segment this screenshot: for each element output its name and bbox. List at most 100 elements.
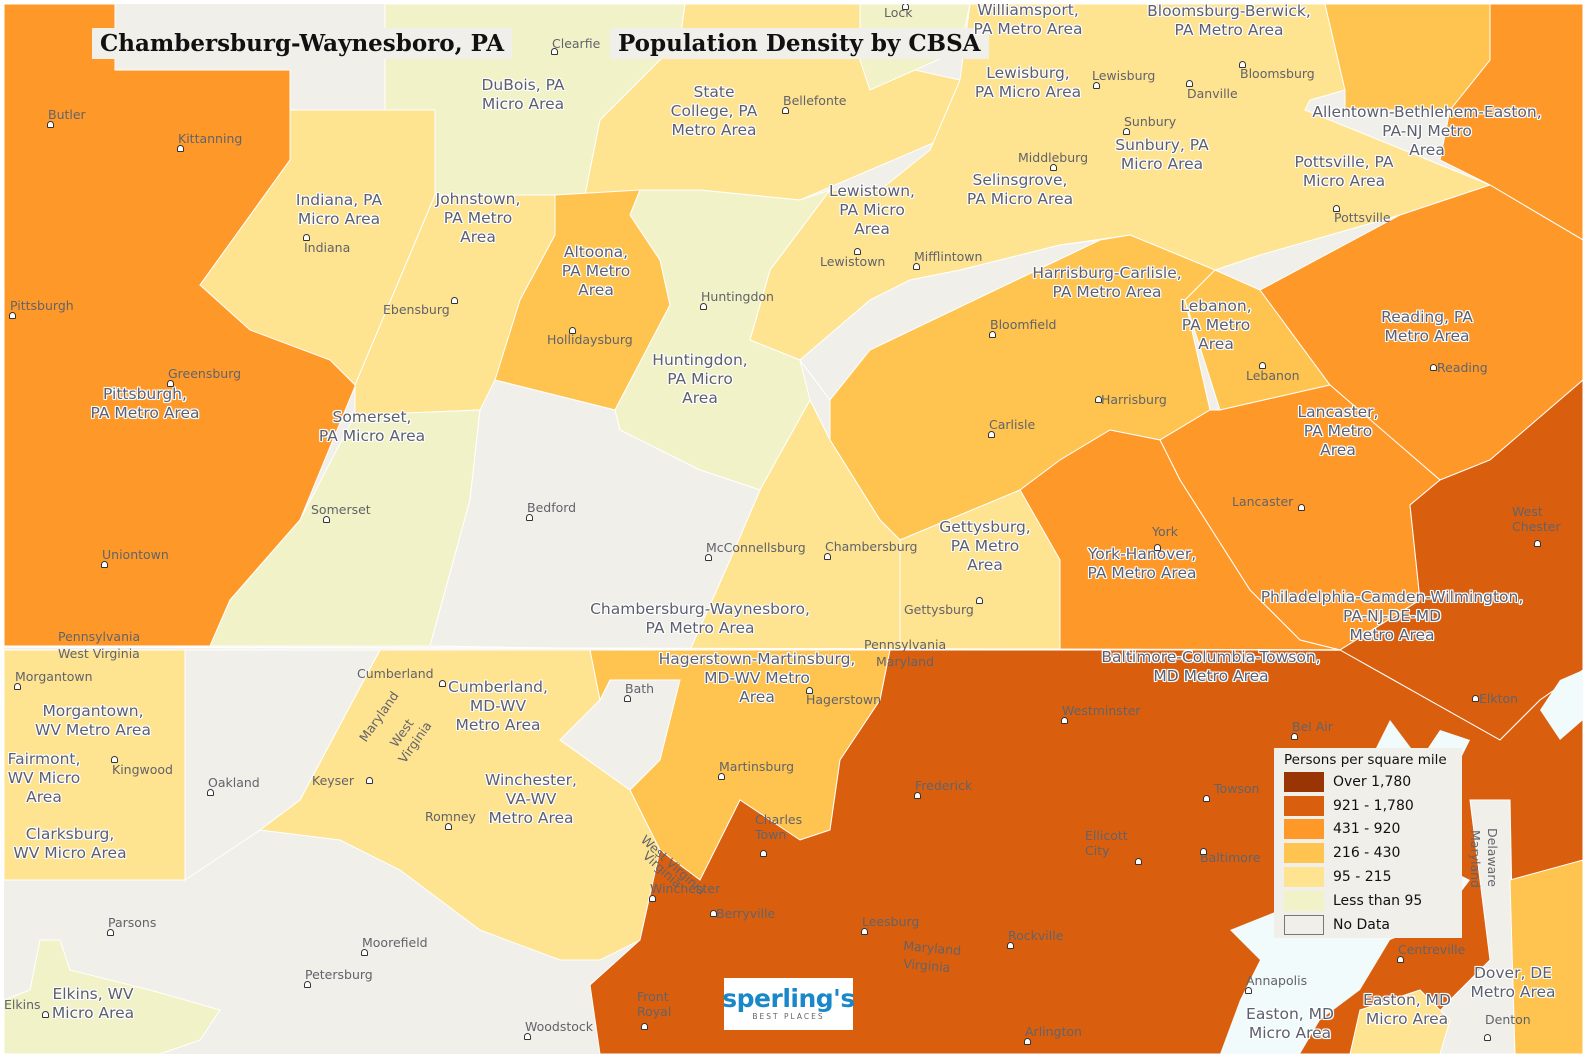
city-name: Centreville bbox=[1398, 942, 1466, 957]
city-name: Indiana bbox=[304, 240, 351, 255]
city-name: Harrisburg bbox=[1101, 392, 1167, 407]
city-name: Denton bbox=[1485, 1012, 1531, 1027]
city-marker-icon bbox=[1061, 717, 1068, 724]
city-label: Moorefield bbox=[361, 935, 428, 956]
city-marker-icon bbox=[526, 514, 533, 521]
city-label: Greensburg bbox=[167, 366, 242, 387]
legend-label: 921 - 1,780 bbox=[1333, 797, 1414, 814]
city-label: Carlisle bbox=[988, 417, 1035, 438]
city-marker-icon bbox=[976, 597, 983, 604]
city-name: Lewistown bbox=[820, 254, 886, 269]
logo-wordmark: sperling's bbox=[722, 984, 855, 1013]
city-name: Petersburg bbox=[305, 967, 373, 982]
city-name: Reading bbox=[1437, 360, 1488, 375]
legend-item-95-215: 95 - 215 bbox=[1284, 865, 1462, 889]
city-label: Bellefonte bbox=[782, 93, 846, 114]
city-label: Annapolis bbox=[1245, 973, 1308, 994]
city-marker-icon bbox=[854, 248, 861, 255]
city-name: Greensburg bbox=[168, 366, 242, 381]
city-label: Ebensburg bbox=[383, 297, 458, 317]
region-label: Philadelphia-Camden-Wilmington, PA-NJ-DE… bbox=[1260, 588, 1524, 644]
city-name: Gettysburg bbox=[904, 602, 974, 617]
legend-item-921-1780: 921 - 1,780 bbox=[1284, 794, 1462, 818]
region-label: Chambersburg-Waynesboro, PA Metro Area bbox=[590, 600, 810, 637]
map-canvas[interactable]: Chambersburg-Waynesboro, PA Population D… bbox=[4, 4, 1583, 1054]
state-border-label: West Virginia bbox=[58, 646, 140, 661]
city-name: Morgantown bbox=[15, 669, 93, 684]
city-name: Butler bbox=[48, 107, 86, 122]
region-label: Somerset, PA Micro Area bbox=[318, 408, 426, 445]
legend-swatch bbox=[1284, 795, 1324, 816]
legend-label: Over 1,780 bbox=[1333, 773, 1412, 790]
city-name: Baltimore bbox=[1200, 850, 1261, 865]
city-label: Westminster bbox=[1061, 703, 1141, 724]
city-name: Danville bbox=[1187, 86, 1238, 101]
city-marker-icon bbox=[649, 895, 656, 902]
city-marker-icon bbox=[361, 949, 368, 956]
city-marker-icon bbox=[1472, 695, 1479, 702]
city-label: Bath bbox=[624, 681, 654, 702]
city-name: Somerset bbox=[311, 502, 371, 517]
city-name: Rockville bbox=[1008, 928, 1064, 943]
city-marker-icon bbox=[914, 792, 921, 799]
city-name: West Chester bbox=[1512, 504, 1561, 534]
city-name: Ebensburg bbox=[383, 302, 450, 317]
region-label: Reading, PA Metro Area bbox=[1381, 308, 1473, 345]
region-label: Lancaster, PA Metro Area bbox=[1297, 403, 1379, 459]
city-label: Front Royal bbox=[637, 989, 671, 1030]
city-label: Bloomfield bbox=[989, 317, 1057, 338]
region-label: Huntingdon, PA Micro Area bbox=[652, 351, 748, 407]
region-label: Lewistown, PA Micro Area bbox=[829, 182, 915, 238]
city-name: Martinsburg bbox=[719, 759, 795, 774]
city-label: Cumberland bbox=[357, 666, 446, 687]
legend-item-431-920: 431 - 920 bbox=[1284, 818, 1462, 842]
city-marker-icon bbox=[1135, 858, 1142, 865]
city-name: Middleburg bbox=[1018, 150, 1089, 165]
city-label: Uniontown bbox=[101, 547, 169, 568]
city-marker-icon bbox=[760, 850, 767, 857]
city-label: Leesburg bbox=[861, 914, 920, 935]
city-name: Leesburg bbox=[862, 914, 920, 929]
city-marker-icon bbox=[824, 553, 831, 560]
city-marker-icon bbox=[207, 789, 214, 796]
region-label: Allentown-Bethlehem-Easton, PA-NJ Metro … bbox=[1312, 103, 1542, 159]
city-label: Towson bbox=[1203, 781, 1260, 802]
city-marker-icon bbox=[641, 1023, 648, 1030]
city-marker-icon bbox=[1245, 987, 1252, 994]
city-marker-icon bbox=[989, 331, 996, 338]
city-label: West Chester bbox=[1512, 504, 1561, 547]
region-label: York-Hanover, PA Metro Area bbox=[1087, 545, 1197, 582]
city-label: Clearfie bbox=[551, 36, 600, 55]
city-name: Lancaster bbox=[1232, 494, 1294, 509]
region-label: Lewisburg, PA Micro Area bbox=[974, 64, 1082, 101]
city-name: Sunbury bbox=[1124, 114, 1177, 129]
city-label: Ellicott City bbox=[1085, 828, 1142, 865]
legend-label: No Data bbox=[1333, 916, 1390, 933]
city-name: Annapolis bbox=[1246, 973, 1308, 988]
city-marker-icon bbox=[9, 312, 16, 319]
city-marker-icon bbox=[451, 297, 458, 304]
region-label: Pottsville, PA Micro Area bbox=[1294, 153, 1394, 190]
legend-label: 216 - 430 bbox=[1333, 845, 1401, 862]
city-label: Reading bbox=[1430, 360, 1488, 375]
city-marker-icon bbox=[42, 1011, 49, 1018]
region-label: Elkins, WV Micro Area bbox=[51, 985, 135, 1022]
city-name: Hagerstown bbox=[806, 692, 882, 707]
city-marker-icon bbox=[1024, 1038, 1031, 1045]
legend-swatch bbox=[1284, 843, 1324, 864]
legend-label: 431 - 920 bbox=[1333, 821, 1401, 838]
city-label: Lewistown bbox=[820, 248, 886, 269]
city-name: Moorefield bbox=[362, 935, 428, 950]
region-label: Indiana, PA Micro Area bbox=[295, 191, 383, 228]
city-label: Indiana bbox=[303, 234, 351, 255]
region-label: Baltimore-Columbia-Towson, MD Metro Area bbox=[1101, 648, 1321, 685]
sperlings-logo[interactable]: sperling's BEST PLACES bbox=[722, 978, 855, 1030]
legend-item-no-data: No Data bbox=[1284, 913, 1462, 937]
city-name: Oakland bbox=[208, 775, 260, 790]
city-name: Towson bbox=[1214, 781, 1260, 796]
city-label: Elkins bbox=[4, 997, 49, 1018]
city-name: Bedford bbox=[527, 500, 577, 515]
city-marker-icon bbox=[700, 303, 707, 310]
city-name: Romney bbox=[425, 809, 476, 824]
city-label: Baltimore bbox=[1200, 848, 1261, 865]
